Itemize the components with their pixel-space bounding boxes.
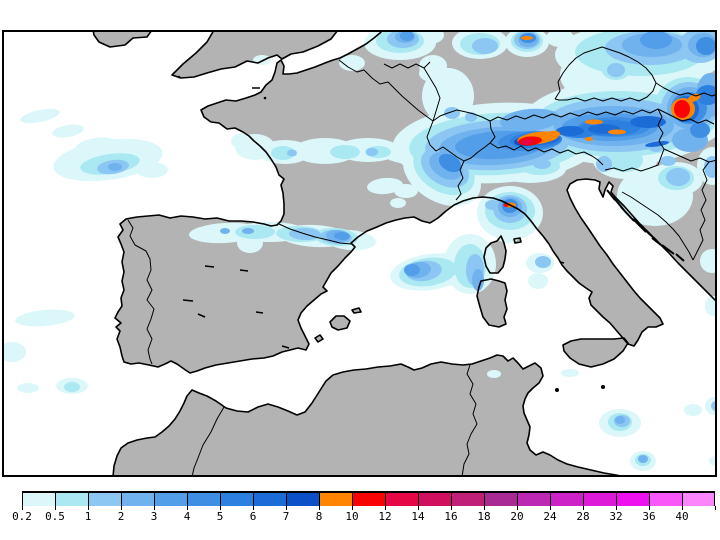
precip-blob-p6 (630, 116, 666, 128)
precip-blob-p1 (533, 159, 551, 169)
precip-blob-p05 (607, 148, 643, 172)
border-italy-austria-slovenia (489, 142, 604, 166)
precip-blob-p02 (15, 309, 75, 327)
precip-blob-p02 (136, 162, 168, 178)
precip-blob-p3 (404, 264, 420, 276)
precip-blob-p3 (640, 32, 672, 49)
precip-blob-or (585, 137, 593, 141)
mountain-marks-icon (182, 87, 565, 349)
border-france-italy (455, 160, 465, 201)
precip-blob-p05 (235, 225, 275, 239)
border-layer (127, 46, 715, 475)
precip-blob-p6 (556, 126, 584, 136)
precip-blob-p02 (52, 124, 84, 138)
precip-blob-p1 (472, 38, 498, 54)
precip-blob-cr (521, 139, 533, 145)
precip-blob-p02 (367, 177, 403, 195)
precip-blob-p1 (596, 156, 612, 172)
border-algeria-tunisia (461, 364, 478, 475)
precip-blob-or (521, 36, 533, 40)
precip-blob-p1 (666, 168, 690, 186)
precip-blob-p02 (561, 369, 579, 377)
precip-blob-p6 (645, 141, 669, 147)
scilly-island-dot (177, 75, 181, 79)
border-bosnia-serbia (692, 161, 710, 261)
border-slovakia-hungary (657, 108, 715, 125)
border-morocco-algeria (191, 406, 225, 475)
precip-blob-p1 (287, 149, 297, 157)
precip-blob-p4 (696, 37, 715, 55)
precip-blob-p02 (4, 342, 26, 362)
border-portugal-spain (127, 219, 155, 365)
precip-blob-p1 (660, 156, 676, 166)
precip-blob-p3 (400, 32, 414, 41)
croatian-islands-icon (606, 189, 685, 262)
precip-blob-rd (674, 100, 690, 118)
precip-blob-p1 (607, 63, 625, 77)
precip-blob-p1 (704, 156, 715, 178)
precip-blob-or (608, 129, 626, 135)
precip-blob-p02 (390, 198, 406, 208)
border-slovenia-croatia (604, 148, 665, 172)
precip-blob-p02 (419, 64, 445, 82)
border-france-spain (278, 223, 352, 245)
precip-blob-p02 (684, 404, 702, 416)
border-benelux-germany (383, 61, 441, 122)
pantelleria-island-dot (555, 388, 559, 392)
precip-blob-p2 (242, 228, 254, 234)
precip-blob-p05 (64, 382, 80, 392)
precip-blob-p2 (615, 416, 625, 424)
precip-blob-or (585, 119, 603, 125)
precip-blob-p02 (394, 184, 418, 198)
precipitation-layer (4, 32, 715, 471)
border-france-northeast (338, 59, 434, 122)
precip-blob-p02 (339, 55, 365, 71)
precip-blob-p1 (711, 401, 715, 411)
precip-blob-p02 (705, 397, 715, 415)
precip-blob-p3 (334, 231, 350, 241)
precip-blob-p1 (366, 148, 378, 156)
precip-blob-p2 (472, 269, 484, 291)
precip-blob-p1 (444, 107, 460, 119)
border-slovakia-north (655, 82, 715, 97)
precip-blob-p02 (709, 456, 715, 466)
precip-blob-p02 (705, 296, 715, 316)
precip-blob-p05 (330, 145, 360, 159)
precip-blob-p4 (438, 153, 462, 173)
border-austria-hungary (657, 108, 665, 150)
precip-blob-p2 (220, 228, 230, 234)
precip-blob-p2 (108, 163, 122, 171)
precip-blob-p02 (253, 55, 271, 65)
precip-blob-p02 (528, 273, 548, 289)
border-austria-north (489, 108, 659, 122)
precip-blob-p1 (535, 256, 551, 268)
precip-blob-p02 (17, 383, 39, 393)
precip-blob-p02 (700, 249, 715, 273)
precip-blob-p4 (690, 122, 710, 138)
island-marks-layer (177, 75, 685, 392)
precip-blob-p2 (500, 108, 560, 132)
precip-blob-p05 (271, 146, 295, 160)
precip-blob-p02 (231, 133, 253, 149)
precip-blob-p02 (20, 108, 60, 124)
border-switzerland (426, 109, 496, 162)
map-frame (2, 30, 717, 477)
precip-blob-p1 (485, 200, 499, 210)
channel-island-dot (263, 96, 267, 100)
malta-island-dot (601, 385, 605, 389)
precip-blob-or (544, 130, 560, 140)
border-croatia-bosnia (621, 191, 694, 261)
precip-blob-p02 (487, 370, 501, 378)
precip-blob-p2 (638, 455, 648, 463)
border-czechia (554, 46, 657, 102)
precip-blob-p5 (696, 85, 715, 105)
precip-blob-p02 (75, 137, 115, 153)
